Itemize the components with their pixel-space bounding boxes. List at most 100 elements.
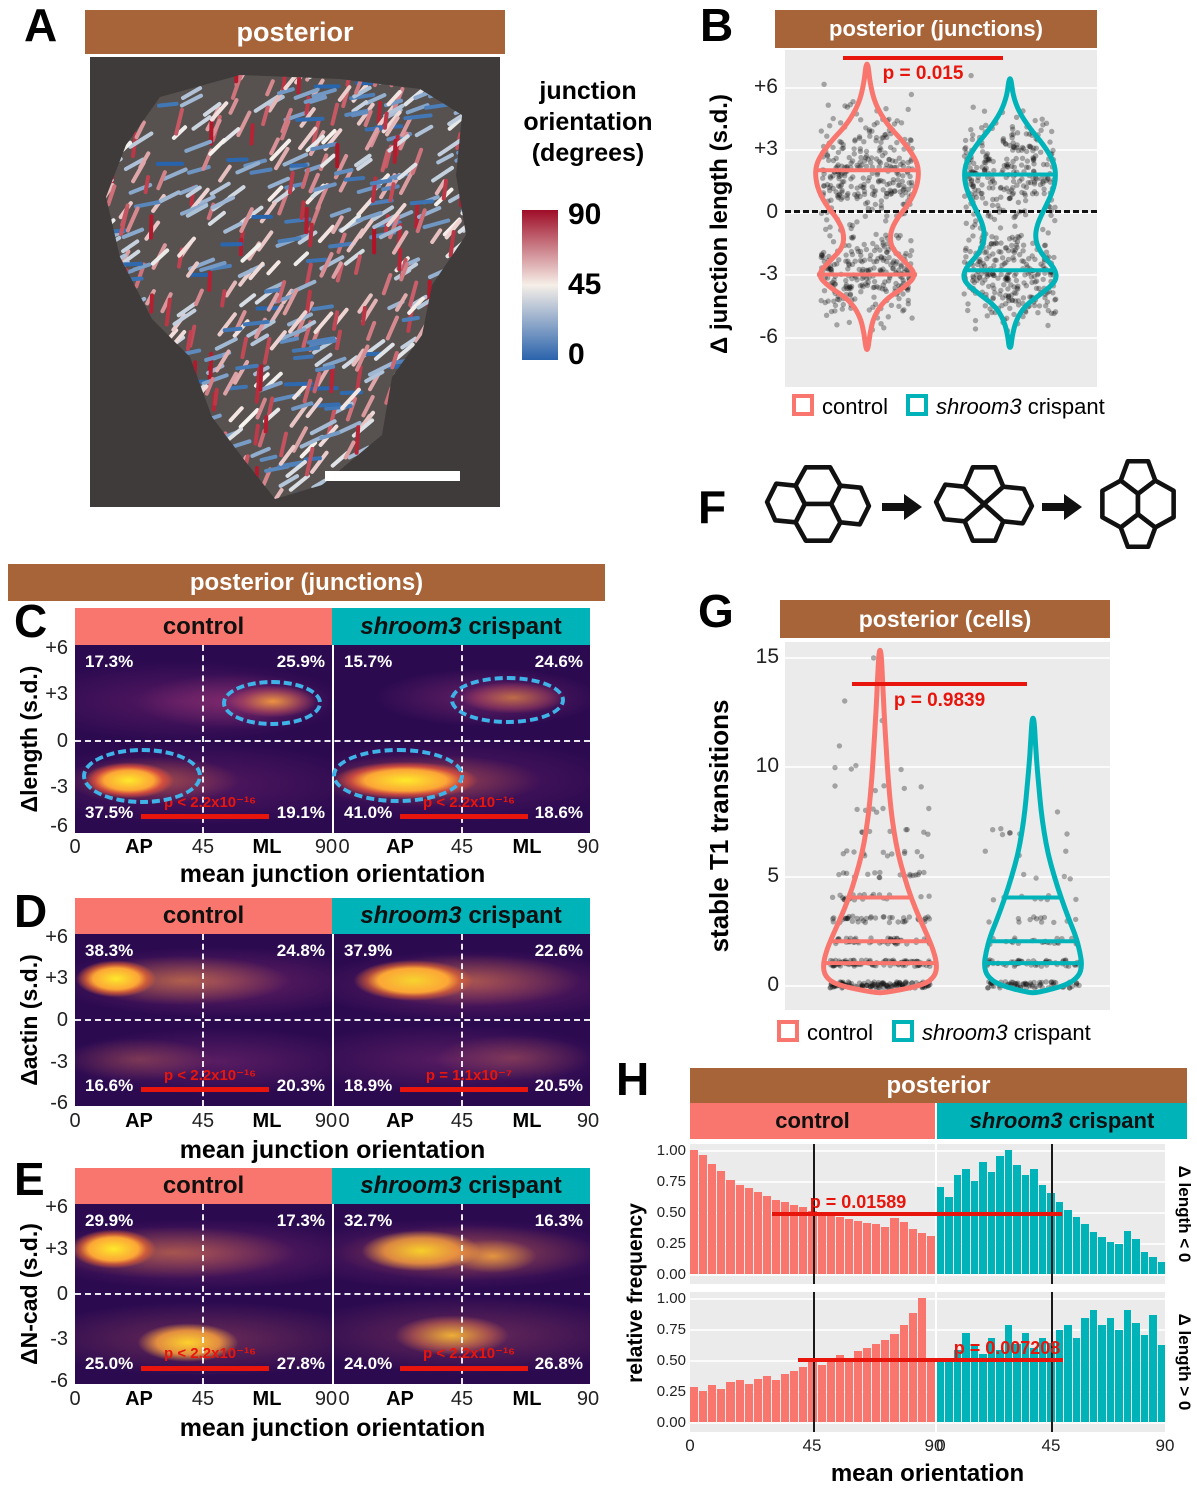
- h-ytick: 0.50: [656, 1204, 686, 1221]
- h-xlabel: mean orientation: [830, 1460, 1025, 1487]
- h-facet-crispant: shroom3 crispant: [937, 1103, 1187, 1139]
- colorbar-label-45: 45: [568, 268, 602, 301]
- d-ytick: -3: [50, 1051, 68, 1073]
- t1-stage3-cells: [1100, 458, 1176, 550]
- c-pct: 37.5%: [85, 803, 134, 822]
- panel-g-plot: [785, 642, 1110, 1010]
- h-row-label-neg: Δ length < 0: [1175, 1165, 1194, 1263]
- h-45-line: [1051, 1292, 1053, 1432]
- colorbar-title-line2: orientation: [523, 108, 653, 136]
- t1-stage2-cells: [933, 465, 1035, 543]
- d-pct: 16.6%: [85, 1076, 134, 1095]
- h-pvalue-pos: p = 0.007208: [953, 1338, 1061, 1358]
- b-pvalue: p = 0.015: [882, 63, 964, 84]
- panel-a-letter: A: [24, 0, 58, 51]
- d-facet-crispant: shroom3 crispant: [332, 898, 590, 934]
- e-pvalue-crispant: p < 2.2x10⁻¹⁶: [423, 1345, 515, 1362]
- g-ytick-10: 10: [755, 754, 779, 777]
- c-ap-label: AP: [125, 836, 153, 858]
- b-ytick-6: +6: [754, 75, 778, 98]
- e-pct: 17.3%: [276, 1211, 325, 1230]
- d-pvalue-crispant: p = 1.1x10⁻⁷: [425, 1067, 513, 1084]
- e-ytick: +3: [45, 1238, 68, 1260]
- d-ml-label: ML: [252, 1110, 282, 1132]
- d-pvalue-control: p < 2.2x10⁻¹⁶: [164, 1067, 256, 1084]
- e-ml-label: ML: [512, 1388, 542, 1410]
- e-xtick: 90: [576, 1388, 600, 1410]
- e-pct: 29.9%: [85, 1211, 134, 1230]
- cell-outline: [1100, 478, 1141, 530]
- c-ytick: +6: [45, 637, 68, 659]
- b-ytick-3: +3: [754, 137, 778, 160]
- d-ap-label: AP: [125, 1110, 153, 1132]
- crispant-rest: crispant: [461, 613, 562, 640]
- b-legend-label-crispant: shroom3 crispant: [936, 394, 1105, 420]
- e-ytick: +6: [45, 1196, 68, 1218]
- h-xtick: 90: [924, 1436, 944, 1455]
- d-ml-label: ML: [512, 1110, 542, 1132]
- cell-outline: [981, 484, 1035, 526]
- d-xlabel: mean junction orientation: [179, 1136, 486, 1164]
- h-significance-line-neg: [772, 1212, 1062, 1216]
- tissue-junction-map: [90, 57, 500, 507]
- g-pvalue: p = 0.9839: [893, 690, 986, 711]
- panel-c-letter: C: [14, 595, 48, 647]
- e-pct: 26.8%: [534, 1354, 583, 1373]
- c-highlight-ellipse: [450, 676, 565, 724]
- c-xtick: 45: [191, 836, 215, 858]
- b-significance-line: [843, 56, 1003, 60]
- c-pct: 25.9%: [276, 652, 325, 671]
- h-ytick: 0.00: [656, 1414, 686, 1431]
- h-xtick: 0: [936, 1436, 946, 1455]
- d-pct: 38.3%: [85, 941, 134, 960]
- e-45-line-crispant: [461, 1204, 463, 1384]
- crispant-rest: crispant: [1007, 1020, 1091, 1045]
- cell-outline: [828, 483, 872, 527]
- e-pct: 32.7%: [344, 1211, 393, 1230]
- b-ytick-0: 0: [766, 200, 778, 223]
- e-pvalue-control: p < 2.2x10⁻¹⁶: [164, 1345, 256, 1362]
- panel-b-violins: [813, 61, 1059, 352]
- d-pct: 18.9%: [344, 1076, 393, 1095]
- c-highlight-ellipse: [222, 680, 322, 726]
- panel-g-ylabel: stable T1 transitions: [704, 699, 734, 953]
- e-pct: 24.0%: [344, 1354, 393, 1373]
- e-xlabel: mean junction orientation: [179, 1414, 486, 1442]
- g-legend-label-control: control: [807, 1020, 874, 1045]
- b-legend-swatch-control: [792, 394, 814, 416]
- h-45-line: [812, 1292, 815, 1432]
- h-ytick: 0.75: [656, 1321, 686, 1338]
- c-ml-label: ML: [252, 836, 282, 858]
- e-pvalue-bar-control: [141, 1366, 269, 1371]
- c-ytick: -6: [50, 815, 68, 837]
- histogram-crispant-pos: [937, 1298, 1165, 1422]
- h-ytick: 0.00: [656, 1266, 686, 1283]
- d-45-line-control: [202, 934, 204, 1106]
- cell-outline: [1135, 478, 1176, 530]
- d-pct: 37.9%: [344, 941, 393, 960]
- c-xtick: 90: [314, 836, 338, 858]
- panel-g-letter: G: [698, 585, 734, 637]
- d-ap-label: AP: [386, 1110, 414, 1132]
- crispant-rest: crispant: [1062, 1108, 1155, 1133]
- c-pvalue-bar-control: [141, 814, 269, 819]
- h-xtick: 45: [1041, 1436, 1061, 1455]
- panel-d-letter: D: [14, 885, 48, 937]
- e-ap-label: AP: [386, 1388, 414, 1410]
- c-xlabel: mean junction orientation: [179, 860, 486, 888]
- c-facet-crispant: shroom3 crispant: [332, 608, 590, 645]
- c-xtick: 90: [576, 836, 600, 858]
- b-legend-label-control: control: [822, 394, 889, 419]
- e-xtick: 0: [69, 1388, 81, 1410]
- e-pvalue-bar-crispant: [400, 1366, 528, 1371]
- h-ytick: 1.00: [656, 1142, 686, 1159]
- b-ytick-m6: -6: [759, 325, 778, 348]
- d-ytick: +3: [45, 967, 68, 989]
- d-pct: 24.8%: [276, 941, 325, 960]
- e-pct: 27.8%: [276, 1354, 325, 1373]
- g-ytick-0: 0: [767, 973, 779, 996]
- g-legend-label-crispant: shroom3 crispant: [922, 1020, 1091, 1046]
- crispant-italic: shroom3: [360, 902, 462, 929]
- colorbar-title-line1: junction: [539, 77, 637, 105]
- e-xtick: 0: [338, 1388, 350, 1410]
